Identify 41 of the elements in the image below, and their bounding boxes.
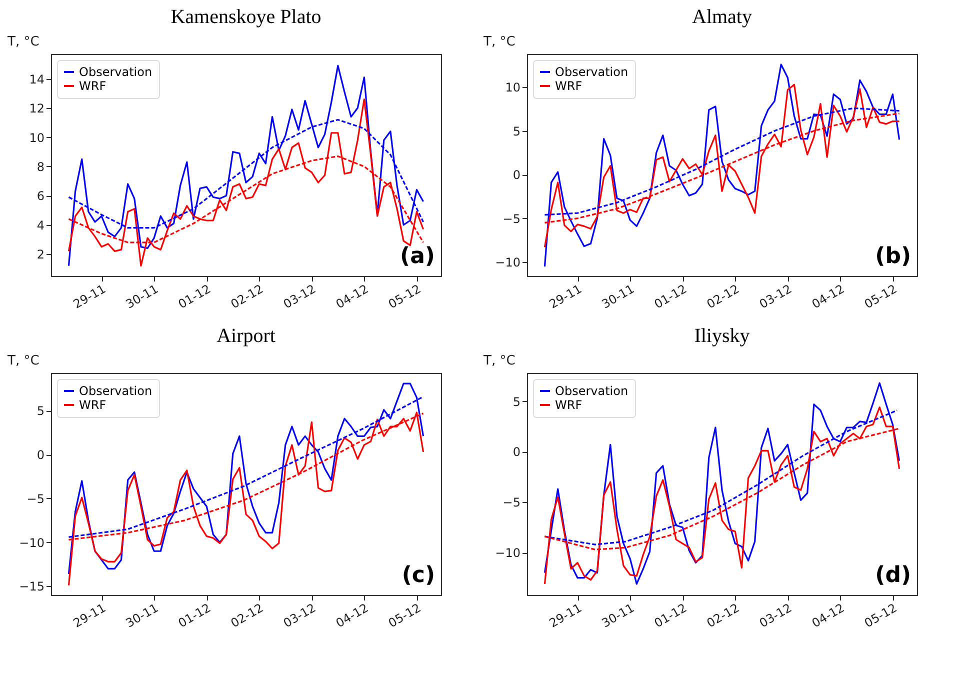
y-tick-label: 10 xyxy=(505,80,520,95)
chart-title: Airport xyxy=(216,325,276,347)
y-tick-label: −5 xyxy=(502,496,520,510)
y-tick-label: 12 xyxy=(29,102,44,116)
chart-title: Iliysky xyxy=(694,325,750,347)
chart-title: Kamenskoye Plato xyxy=(170,6,322,28)
y-tick-label: 2 xyxy=(36,248,44,262)
legend-label: Observation xyxy=(555,65,628,79)
y-tick-label: 0 xyxy=(36,448,44,462)
y-tick-label: 10 xyxy=(29,130,44,145)
y-tick-label: −10 xyxy=(495,546,520,560)
y-axis-title: T, °C xyxy=(6,34,40,50)
legend-label: WRF xyxy=(79,398,106,412)
annotation: (c) xyxy=(402,563,435,588)
y-tick-label: −15 xyxy=(19,580,44,594)
y-tick-label: −5 xyxy=(502,212,520,226)
legend-label: WRF xyxy=(79,79,106,93)
y-tick-label: 5 xyxy=(36,404,44,418)
legend-label: Observation xyxy=(555,384,628,398)
annotation: (a) xyxy=(400,244,435,269)
y-tick-label: −10 xyxy=(495,256,520,270)
y-tick-label: 6 xyxy=(36,189,44,204)
y-tick-label: 5 xyxy=(512,124,520,138)
y-axis-title: T, °C xyxy=(6,354,40,368)
legend-label: Observation xyxy=(79,65,152,79)
legend-label: WRF xyxy=(555,79,582,93)
y-tick-label: 0 xyxy=(512,168,520,182)
legend-label: WRF xyxy=(555,398,582,412)
y-axis-title: T, °C xyxy=(482,354,516,368)
annotation: (b) xyxy=(875,244,911,269)
y-axis-title: T, °C xyxy=(482,34,516,50)
legend-label: Observation xyxy=(79,384,152,398)
y-tick-label: 4 xyxy=(36,218,44,232)
annotation: (d) xyxy=(875,563,911,588)
y-tick-label: 5 xyxy=(512,394,520,409)
y-tick-label: −5 xyxy=(26,492,44,506)
chart-title: Almaty xyxy=(692,6,752,28)
y-tick-label: 14 xyxy=(29,72,44,86)
y-tick-label: −10 xyxy=(19,536,44,550)
y-tick-label: 0 xyxy=(512,445,520,460)
y-tick-label: 8 xyxy=(36,160,44,174)
